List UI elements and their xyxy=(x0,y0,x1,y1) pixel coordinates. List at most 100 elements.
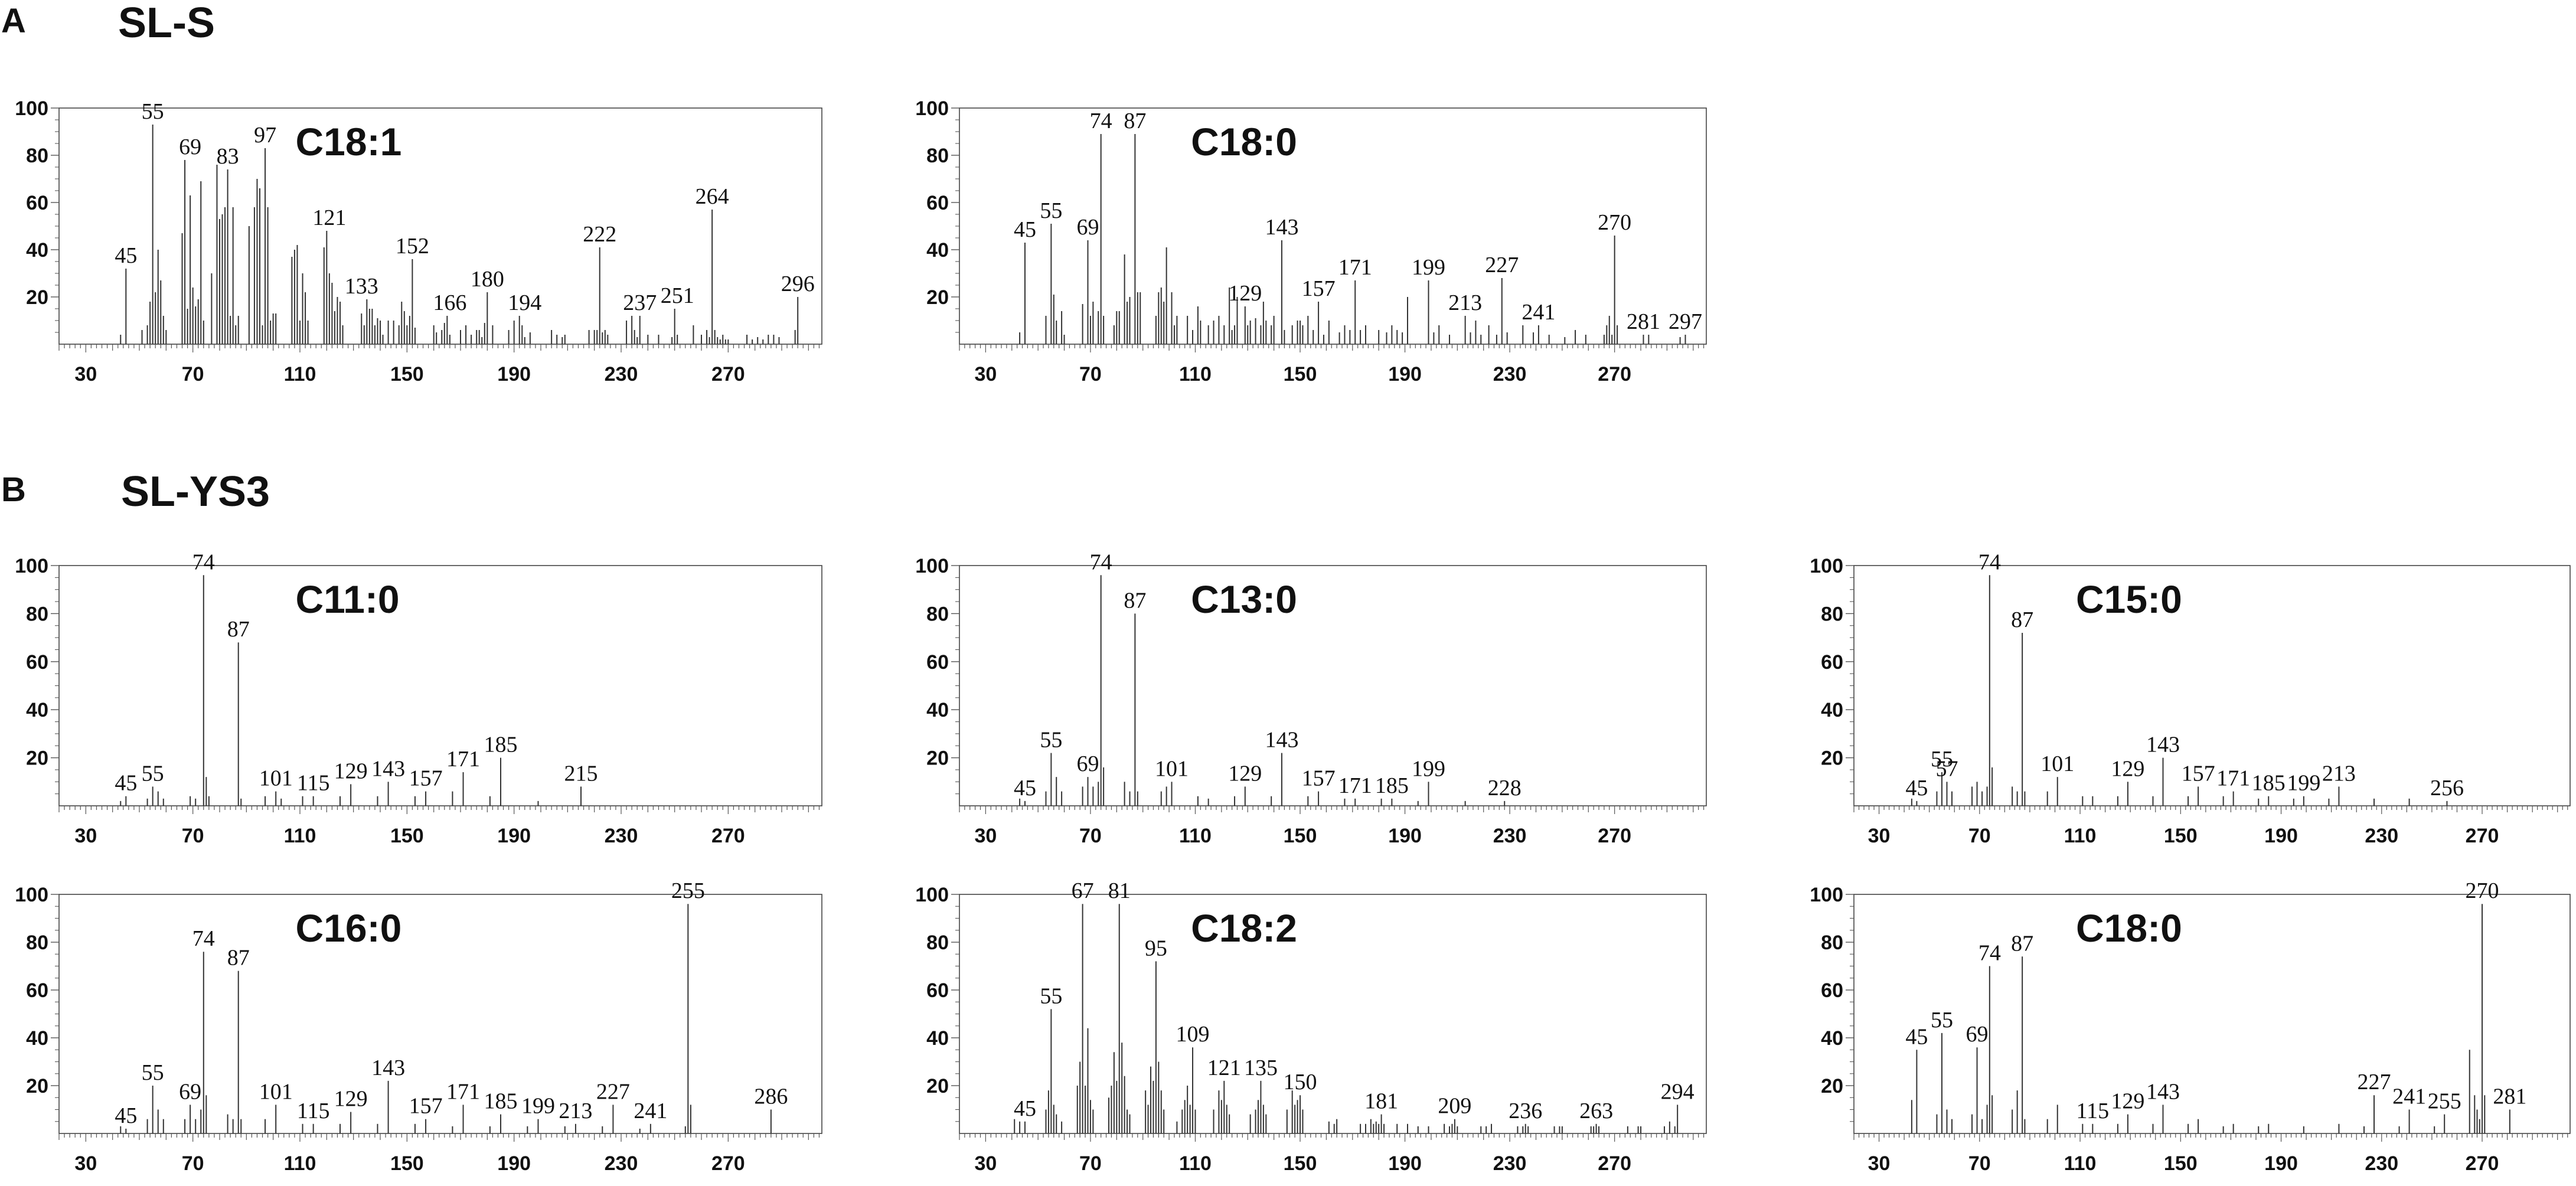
peak-label: 143 xyxy=(371,756,405,781)
x-tick-label: 190 xyxy=(2264,1152,2298,1175)
x-tick-label: 110 xyxy=(1179,825,1212,847)
peak-label: 133 xyxy=(345,274,378,299)
peak-label: 236 xyxy=(1509,1099,1542,1123)
y-tick-label: 100 xyxy=(915,884,949,906)
x-tick-label: 30 xyxy=(974,825,997,847)
spectrum-chart-3: 20 40 60 80 100 30 70 110 150 190 230 270 45 55 74 87 10… xyxy=(15,550,822,847)
x-tick-label: 270 xyxy=(2466,1152,2499,1175)
peak-label: 296 xyxy=(781,272,815,296)
peak-label: 281 xyxy=(1627,309,1660,334)
x-tick-label: 30 xyxy=(74,1152,97,1175)
x-tick-label: 190 xyxy=(497,825,531,847)
spectrum-chart-1: 20 40 60 80 100 30 70 110 150 190 230 270 45 55 69 83 97… xyxy=(15,97,822,385)
peak-label: 143 xyxy=(1265,727,1298,752)
peak-label: 143 xyxy=(2146,1079,2180,1104)
peak-label: 227 xyxy=(596,1079,630,1104)
peak-label: 215 xyxy=(564,761,598,786)
peak-label: 251 xyxy=(661,283,694,308)
x-tick-label: 190 xyxy=(1388,363,1422,385)
peak-label: 87 xyxy=(227,617,250,642)
peak-label: 227 xyxy=(2358,1070,2391,1094)
peak-label: 213 xyxy=(2322,761,2356,786)
peak-label: 115 xyxy=(2077,1099,2110,1123)
peak-label: 181 xyxy=(1364,1089,1398,1114)
x-tick-label: 190 xyxy=(2264,825,2298,847)
peak-label: 213 xyxy=(559,1099,592,1123)
x-tick-label: 70 xyxy=(182,825,204,847)
x-tick-label: 230 xyxy=(1493,363,1527,385)
peak-label: 129 xyxy=(2111,756,2144,781)
x-tick-label: 230 xyxy=(605,363,638,385)
y-tick-label: 20 xyxy=(26,1075,48,1097)
y-tick-label: 20 xyxy=(1821,1075,1843,1097)
peak-label: 67 xyxy=(1072,878,1094,903)
peak-label: 55 xyxy=(1931,1008,1953,1033)
x-tick-label: 110 xyxy=(2064,825,2097,847)
x-tick-label: 150 xyxy=(1284,825,1317,847)
peak-label: 255 xyxy=(671,878,705,903)
peak-label: 55 xyxy=(1040,198,1062,223)
peak-label: 255 xyxy=(2428,1089,2461,1114)
y-tick-label: 80 xyxy=(26,932,48,954)
peak-label: 74 xyxy=(1978,941,2001,966)
peak-label: 281 xyxy=(2493,1084,2526,1109)
x-tick-label: 30 xyxy=(74,825,97,847)
peak-label: 185 xyxy=(2252,771,2286,796)
peak-label: 55 xyxy=(1040,727,1062,752)
y-tick-label: 60 xyxy=(26,979,48,1002)
peak-label: 45 xyxy=(115,1103,137,1128)
x-tick-label: 150 xyxy=(390,363,424,385)
peak-label: 199 xyxy=(521,1094,555,1119)
panel-a-title: SL-S xyxy=(118,0,216,47)
x-tick-label: 230 xyxy=(605,825,638,847)
x-tick-label: 30 xyxy=(1868,825,1891,847)
chart-title: C18:0 xyxy=(2076,906,2182,950)
peak-label: 150 xyxy=(1284,1070,1317,1094)
peak-label: 286 xyxy=(754,1084,788,1109)
peak-label: 69 xyxy=(179,135,201,159)
peak-label: 87 xyxy=(2011,931,2033,956)
x-tick-label: 230 xyxy=(2365,825,2398,847)
peak-label: 171 xyxy=(1338,255,1372,280)
peak-label: 45 xyxy=(1905,776,1928,801)
peak-label: 213 xyxy=(1448,290,1482,315)
peak-label: 135 xyxy=(1244,1056,1278,1080)
chart-title: C18:1 xyxy=(296,120,402,164)
y-tick-label: 100 xyxy=(1810,884,1843,906)
x-tick-label: 270 xyxy=(2466,825,2499,847)
y-tick-label: 60 xyxy=(26,651,48,674)
y-tick-label: 60 xyxy=(26,192,48,214)
peak-label: 209 xyxy=(1438,1094,1471,1119)
x-tick-label: 150 xyxy=(2164,825,2198,847)
peak-label: 199 xyxy=(1412,756,1445,781)
x-tick-label: 270 xyxy=(1598,363,1631,385)
x-tick-label: 70 xyxy=(182,363,204,385)
x-tick-label: 270 xyxy=(1598,825,1631,847)
peak-label: 157 xyxy=(409,1094,443,1119)
peak-label: 69 xyxy=(1076,752,1099,776)
x-tick-label: 150 xyxy=(390,1152,424,1175)
y-tick-label: 100 xyxy=(915,555,949,577)
peak-label: 121 xyxy=(1207,1056,1241,1080)
peak-label: 222 xyxy=(583,222,616,247)
y-tick-label: 40 xyxy=(26,239,48,262)
peak-label: 185 xyxy=(484,733,518,757)
peak-label: 74 xyxy=(1090,109,1112,133)
peak-label: 74 xyxy=(192,926,215,951)
peak-label: 185 xyxy=(1375,773,1409,798)
y-tick-label: 80 xyxy=(926,145,949,167)
x-tick-label: 150 xyxy=(1284,1152,1317,1175)
peak-label: 199 xyxy=(1412,255,1445,280)
y-tick-label: 80 xyxy=(926,603,949,625)
y-tick-label: 80 xyxy=(1821,603,1843,625)
peak-label: 157 xyxy=(409,766,443,791)
x-tick-label: 270 xyxy=(711,825,745,847)
peak-label: 69 xyxy=(1966,1022,1989,1047)
peak-label: 237 xyxy=(623,290,657,315)
peak-label: 166 xyxy=(433,290,466,315)
peak-label: 185 xyxy=(484,1089,518,1114)
peak-label: 121 xyxy=(312,205,346,230)
peak-label: 228 xyxy=(1488,776,1522,801)
peak-label: 87 xyxy=(227,946,250,971)
y-tick-label: 60 xyxy=(926,192,949,214)
